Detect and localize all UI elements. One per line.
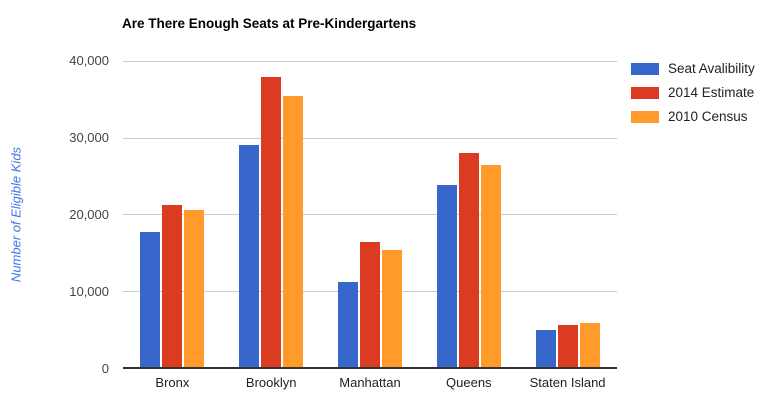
x-axis-label: Manhattan bbox=[339, 375, 401, 390]
legend: Seat Avalibility 2014 Estimate 2010 Census bbox=[631, 61, 755, 133]
bar bbox=[283, 96, 304, 367]
bar-group bbox=[123, 61, 222, 367]
bar bbox=[162, 204, 183, 367]
legend-label: 2010 Census bbox=[668, 109, 748, 124]
bar-group bbox=[321, 61, 420, 367]
y-tick-label: 0 bbox=[101, 361, 109, 376]
legend-swatch bbox=[631, 110, 659, 123]
bar bbox=[381, 249, 402, 367]
y-tick-label: 10,000 bbox=[69, 284, 109, 299]
bar bbox=[239, 145, 260, 367]
bar bbox=[557, 324, 578, 367]
y-tick-label: 20,000 bbox=[69, 207, 109, 222]
y-tick-label: 40,000 bbox=[69, 53, 109, 68]
bar bbox=[184, 210, 205, 367]
x-axis-label: Staten Island bbox=[529, 375, 606, 390]
legend-label: 2014 Estimate bbox=[668, 85, 755, 100]
bar-group bbox=[419, 61, 518, 367]
bar bbox=[337, 282, 358, 367]
x-axis-label: Brooklyn bbox=[245, 375, 297, 390]
plot-area bbox=[123, 61, 617, 369]
bar bbox=[480, 165, 501, 367]
bar bbox=[458, 152, 479, 367]
gridline bbox=[123, 61, 617, 62]
y-tick-label: 30,000 bbox=[69, 130, 109, 145]
bar bbox=[261, 77, 282, 367]
bar bbox=[359, 242, 380, 367]
legend-item: Seat Avalibility bbox=[631, 61, 755, 76]
bar bbox=[140, 231, 161, 367]
bar bbox=[535, 330, 556, 367]
bar bbox=[579, 323, 600, 367]
bar-groups bbox=[123, 61, 617, 367]
gridline bbox=[123, 137, 617, 139]
bar bbox=[436, 184, 457, 367]
legend-item: 2014 Estimate bbox=[631, 85, 755, 100]
x-axis-labels: Bronx Brooklyn Manhattan Queens Staten Islan… bbox=[123, 375, 617, 390]
x-axis-label: Bronx bbox=[155, 375, 190, 390]
x-axis-label: Queens bbox=[446, 375, 492, 390]
legend-swatch bbox=[631, 86, 659, 99]
gridline bbox=[123, 214, 617, 215]
legend-swatch bbox=[631, 62, 659, 75]
legend-item: 2010 Census bbox=[631, 109, 755, 124]
legend-label: Seat Avalibility bbox=[668, 61, 755, 76]
bar-group bbox=[518, 61, 617, 367]
chart-title: Are There Enough Seats at Pre-Kindergart… bbox=[122, 16, 417, 31]
bar-group bbox=[222, 61, 321, 367]
y-axis-ticks: 0 10,000 20,000 30,000 40,000 bbox=[0, 53, 109, 376]
